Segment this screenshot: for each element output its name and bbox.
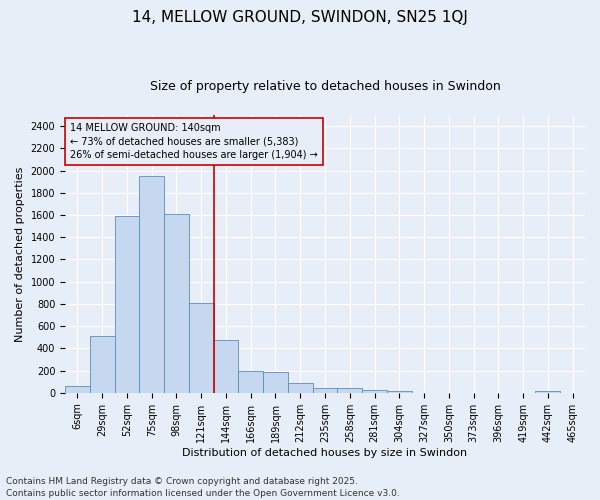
Text: Contains HM Land Registry data © Crown copyright and database right 2025.
Contai: Contains HM Land Registry data © Crown c… [6, 476, 400, 498]
Bar [535, 390, 560, 393]
Bar [65, 386, 90, 393]
Y-axis label: Number of detached properties: Number of detached properties [15, 166, 25, 342]
Bar [313, 388, 337, 393]
Bar [90, 336, 115, 393]
Text: 14 MELLOW GROUND: 140sqm
← 73% of detached houses are smaller (5,383)
26% of sem: 14 MELLOW GROUND: 140sqm ← 73% of detach… [70, 124, 318, 160]
Bar [337, 388, 362, 393]
Title: Size of property relative to detached houses in Swindon: Size of property relative to detached ho… [149, 80, 500, 93]
Bar [164, 214, 189, 393]
Bar [362, 390, 387, 393]
Bar [139, 176, 164, 393]
Bar [238, 370, 263, 393]
Bar [189, 303, 214, 393]
Bar [115, 216, 139, 393]
Bar [288, 383, 313, 393]
X-axis label: Distribution of detached houses by size in Swindon: Distribution of detached houses by size … [182, 448, 467, 458]
Bar [214, 340, 238, 393]
Bar [263, 372, 288, 393]
Text: 14, MELLOW GROUND, SWINDON, SN25 1QJ: 14, MELLOW GROUND, SWINDON, SN25 1QJ [132, 10, 468, 25]
Bar [387, 391, 412, 393]
